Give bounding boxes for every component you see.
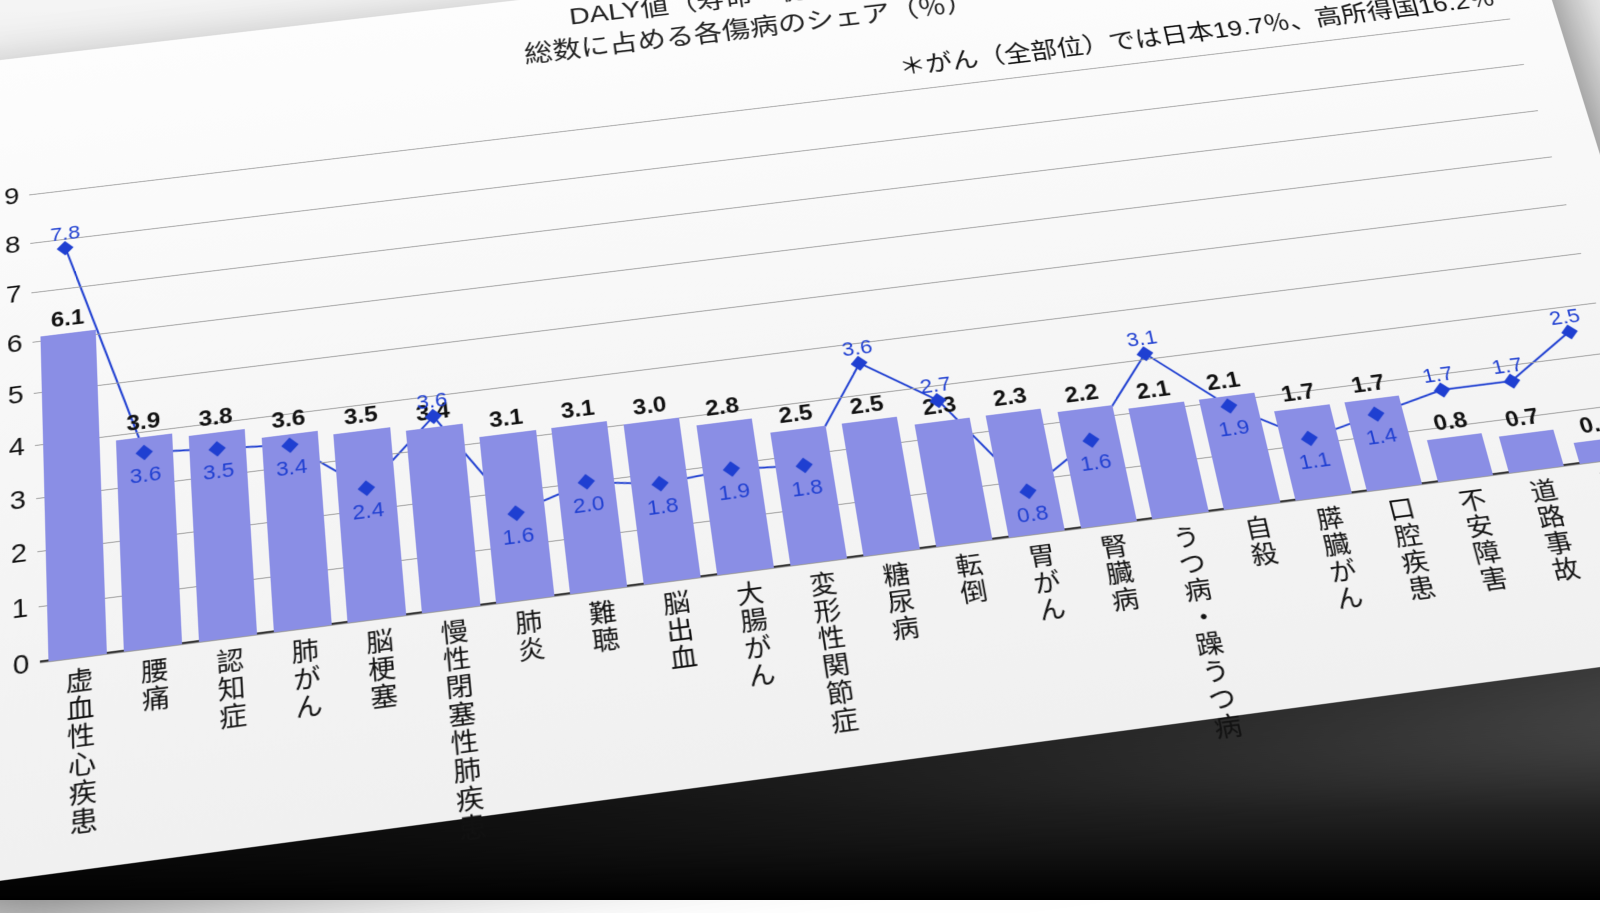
x-category-label: 糖尿病 xyxy=(874,560,926,645)
x-category-label: 変形性関節症 xyxy=(801,569,865,738)
y-tick-label: 7 xyxy=(0,280,22,312)
x-category-label: 肺がん xyxy=(284,636,329,724)
bar xyxy=(40,329,107,661)
plot-area: 01234567896.17.83.93.63.83.53.63.43.52.4… xyxy=(29,19,1600,663)
x-category-label: 道路事故 xyxy=(1521,476,1588,585)
y-tick-label: 4 xyxy=(0,432,25,466)
x-category-label: 虚血性心疾患 xyxy=(58,665,103,839)
x-category-label: 胃がん xyxy=(1019,541,1073,626)
x-category-label: 膵臓がん xyxy=(1307,504,1370,614)
y-tick-label: 5 xyxy=(0,380,24,414)
y-tick-label: 6 xyxy=(0,329,23,362)
x-category-label: 腎臓病 xyxy=(1092,532,1146,617)
x-category-label: 薬物乱用 xyxy=(1591,467,1600,576)
bar xyxy=(1427,433,1493,482)
y-tick-label: 8 xyxy=(0,231,21,263)
x-category-label: 転倒 xyxy=(947,550,995,608)
x-category-label: 大腸がん xyxy=(728,578,782,691)
x-category-label: 脳梗塞 xyxy=(358,626,404,713)
y-tick-label: 3 xyxy=(0,484,26,519)
y-tick-label: 2 xyxy=(0,538,27,573)
x-category-label: 自殺 xyxy=(1236,513,1286,570)
x-category-label: 脳出血 xyxy=(655,588,704,674)
x-category-label: 肺炎 xyxy=(507,607,552,666)
y-tick-label: 0 xyxy=(0,648,30,685)
x-category-label: 腰痛 xyxy=(134,655,176,715)
y-tick-label: 1 xyxy=(0,593,28,629)
y-tick-label: 9 xyxy=(0,182,20,213)
x-category-label: 口腔疾患 xyxy=(1379,495,1444,605)
x-category-label: うつ病・躁うつ病 xyxy=(1164,522,1250,744)
x-category-label: 慢性閉塞性肺疾患 xyxy=(433,617,493,846)
x-category-label: 認知症 xyxy=(209,645,253,733)
x-category-label: 不安障害 xyxy=(1450,485,1516,595)
bar xyxy=(1499,429,1564,473)
line-series-svg xyxy=(29,19,1600,663)
x-category-label: 難聴 xyxy=(581,597,626,656)
